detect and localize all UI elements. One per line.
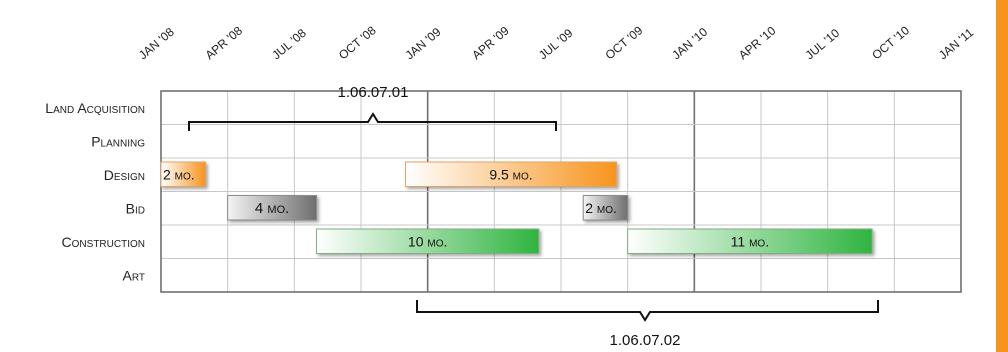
x-tick-label: JUL '10 [803,26,843,63]
bar-label: 2 mo. [585,200,617,216]
y-category-label: Land Acquisition [45,100,145,116]
x-tick-label: APR '10 [736,23,779,62]
accent-bar [996,0,1008,352]
x-tick-label: JAN '08 [136,25,177,63]
bracket-top [189,114,556,131]
bracket-label: 1.06.07.01 [338,84,409,101]
bracket-bottom [417,300,878,320]
bar-label: 2 mo. [163,166,195,182]
y-axis-categories: Land Acquisition Planning Design Bid Constru… [45,100,145,284]
y-category-label: Design [104,167,145,183]
bar-label: 4 mo. [255,200,289,217]
x-tick-label: JAN '10 [669,25,710,63]
bar-label: 11 mo. [731,233,769,249]
bracket-label: 1.06.07.02 [610,332,681,349]
x-tick-label: OCT '08 [336,23,379,62]
x-tick-label: OCT '10 [869,23,912,62]
x-tick-label: JUL '08 [269,26,309,63]
x-tick-label: JAN '09 [403,25,444,63]
x-tick-label: OCT '09 [603,23,646,62]
x-tick-label: APR '08 [203,23,246,62]
y-category-label: Bid [126,200,145,216]
x-tick-label: JUL '09 [536,26,576,63]
y-category-label: Art [123,267,146,283]
x-tick-label: JAN '11 [936,25,976,62]
x-tick-label: APR '09 [469,23,512,62]
y-category-label: Construction [62,234,145,250]
x-axis-ticks: JAN '08 APR '08 JUL '08 OCT '08 JAN '09 APR '… [136,23,976,62]
y-category-label: Planning [91,133,145,149]
bar-label: 9.5 mo. [489,166,532,182]
bar-label: 10 mo. [408,233,447,249]
gantt-bars: 2 mo. 9.5 mo. 4 mo. 2 mo. 10 mo. 11 mo. [161,162,872,254]
